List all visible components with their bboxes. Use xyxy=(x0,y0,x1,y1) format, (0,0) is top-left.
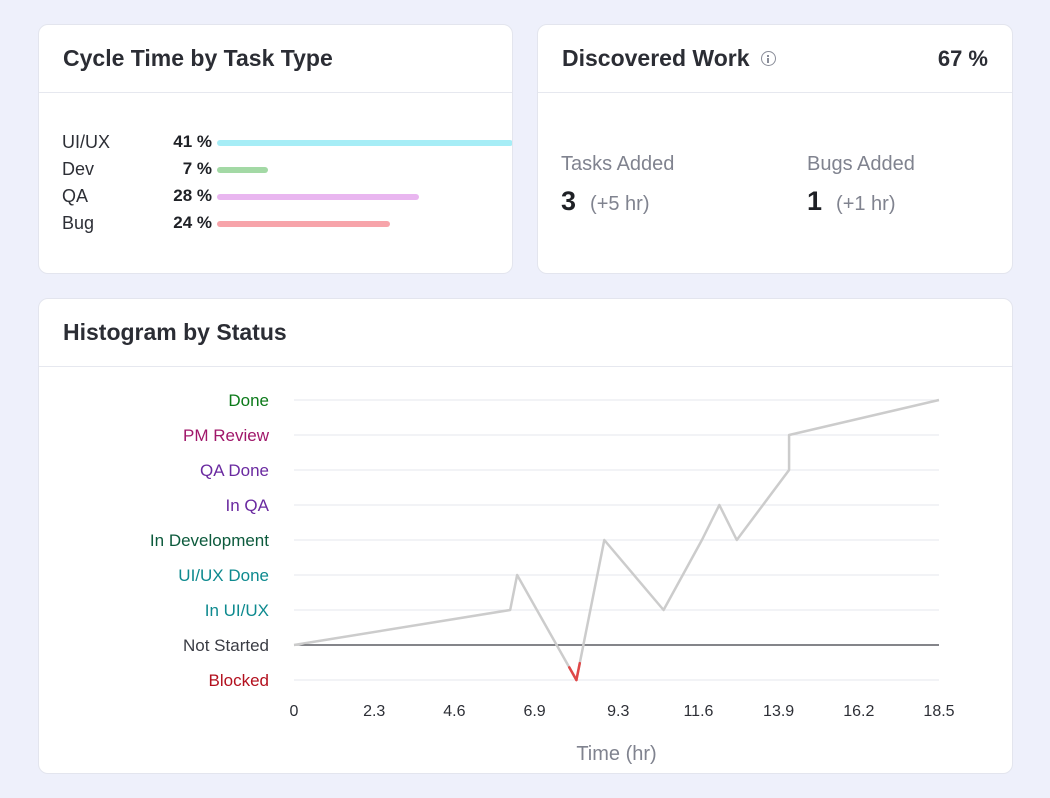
tasks-added-value: 3 xyxy=(561,186,577,216)
tasks-added-label: Tasks Added xyxy=(561,153,675,175)
blocked-segment xyxy=(568,666,578,682)
cycle-time-row: UI/UX 41 % xyxy=(62,130,512,157)
cycle-time-row: QA 28 % xyxy=(62,184,492,211)
x-tick-label: 16.2 xyxy=(843,703,874,720)
cycle-time-card: Cycle Time by Task Type UI/UX 41 % Dev 7 % Q… xyxy=(38,24,513,274)
cycle-time-row: Dev 7 % xyxy=(62,157,492,184)
y-tick-label: QA Done xyxy=(200,461,269,480)
y-tick-label: UI/UX Done xyxy=(178,566,269,585)
x-axis-title: Time (hr) xyxy=(576,743,656,765)
discovered-work-card: Discovered Work 67 % Tasks Added 3 (+5 h… xyxy=(537,24,1013,274)
cycle-time-percent: 24 % xyxy=(173,213,212,232)
histogram-card: Histogram by Status Blocked Not Started In… xyxy=(38,298,1013,774)
bugs-added-label: Bugs Added xyxy=(807,153,915,175)
y-tick-label: In QA xyxy=(226,496,270,515)
histogram-chart: Blocked Not Started In UI/UX UI/UX Done In D… xyxy=(150,391,955,765)
x-tick-label: 2.3 xyxy=(363,703,385,720)
cycle-time-percent: 41 % xyxy=(173,132,212,151)
cycle-time-label: Dev xyxy=(62,159,95,179)
cycle-time-bar xyxy=(217,194,420,200)
y-tick-label: In UI/UX xyxy=(205,601,269,620)
bugs-added-hours: (+1 hr) xyxy=(836,193,896,215)
cycle-time-percent: 28 % xyxy=(173,186,212,205)
cycle-time-row: Bug 24 % xyxy=(62,211,492,238)
x-tick-label: 0 xyxy=(290,703,299,720)
discovered-work-title: Discovered Work xyxy=(562,45,750,71)
cycle-time-label: Bug xyxy=(62,213,95,233)
cycle-time-bar xyxy=(217,140,512,146)
x-tick-label: 4.6 xyxy=(443,703,465,720)
x-tick-label: 11.6 xyxy=(683,703,713,720)
cycle-time-title: Cycle Time by Task Type xyxy=(39,25,512,93)
cycle-time-bar xyxy=(217,221,391,227)
cycle-time-label: UI/UX xyxy=(62,132,111,152)
discovered-work-header: Discovered Work 67 % xyxy=(538,25,1012,93)
y-tick-label: Blocked xyxy=(209,671,269,690)
discovered-work-percent: 67 % xyxy=(937,45,988,71)
status-line xyxy=(293,398,940,682)
y-tick-label: Not Started xyxy=(183,636,269,655)
x-tick-label: 18.5 xyxy=(923,703,954,720)
cycle-time-label: QA xyxy=(62,186,89,206)
y-tick-label: PM Review xyxy=(183,426,270,445)
cycle-time-percent: 7 % xyxy=(182,159,212,178)
blocked-segment xyxy=(575,661,582,682)
y-tick-label: Done xyxy=(228,391,269,410)
x-tick-label: 9.3 xyxy=(607,703,629,720)
x-tick-label: 6.9 xyxy=(523,703,545,720)
bugs-added-value: 1 xyxy=(807,186,823,216)
x-tick-label: 13.9 xyxy=(763,703,794,720)
bugs-added-stat: Bugs Added 1 (+1 hr) xyxy=(807,153,915,217)
tasks-added-stat: Tasks Added 3 (+5 hr) xyxy=(561,153,674,217)
info-icon[interactable] xyxy=(761,51,777,66)
histogram-title: Histogram by Status xyxy=(39,299,1012,367)
cycle-time-list: UI/UX 41 % Dev 7 % QA 28 % Bug 24 % xyxy=(62,130,512,238)
y-tick-label: In Development xyxy=(150,531,269,550)
tasks-added-hours: (+5 hr) xyxy=(590,193,650,215)
cycle-time-bar xyxy=(217,167,268,173)
